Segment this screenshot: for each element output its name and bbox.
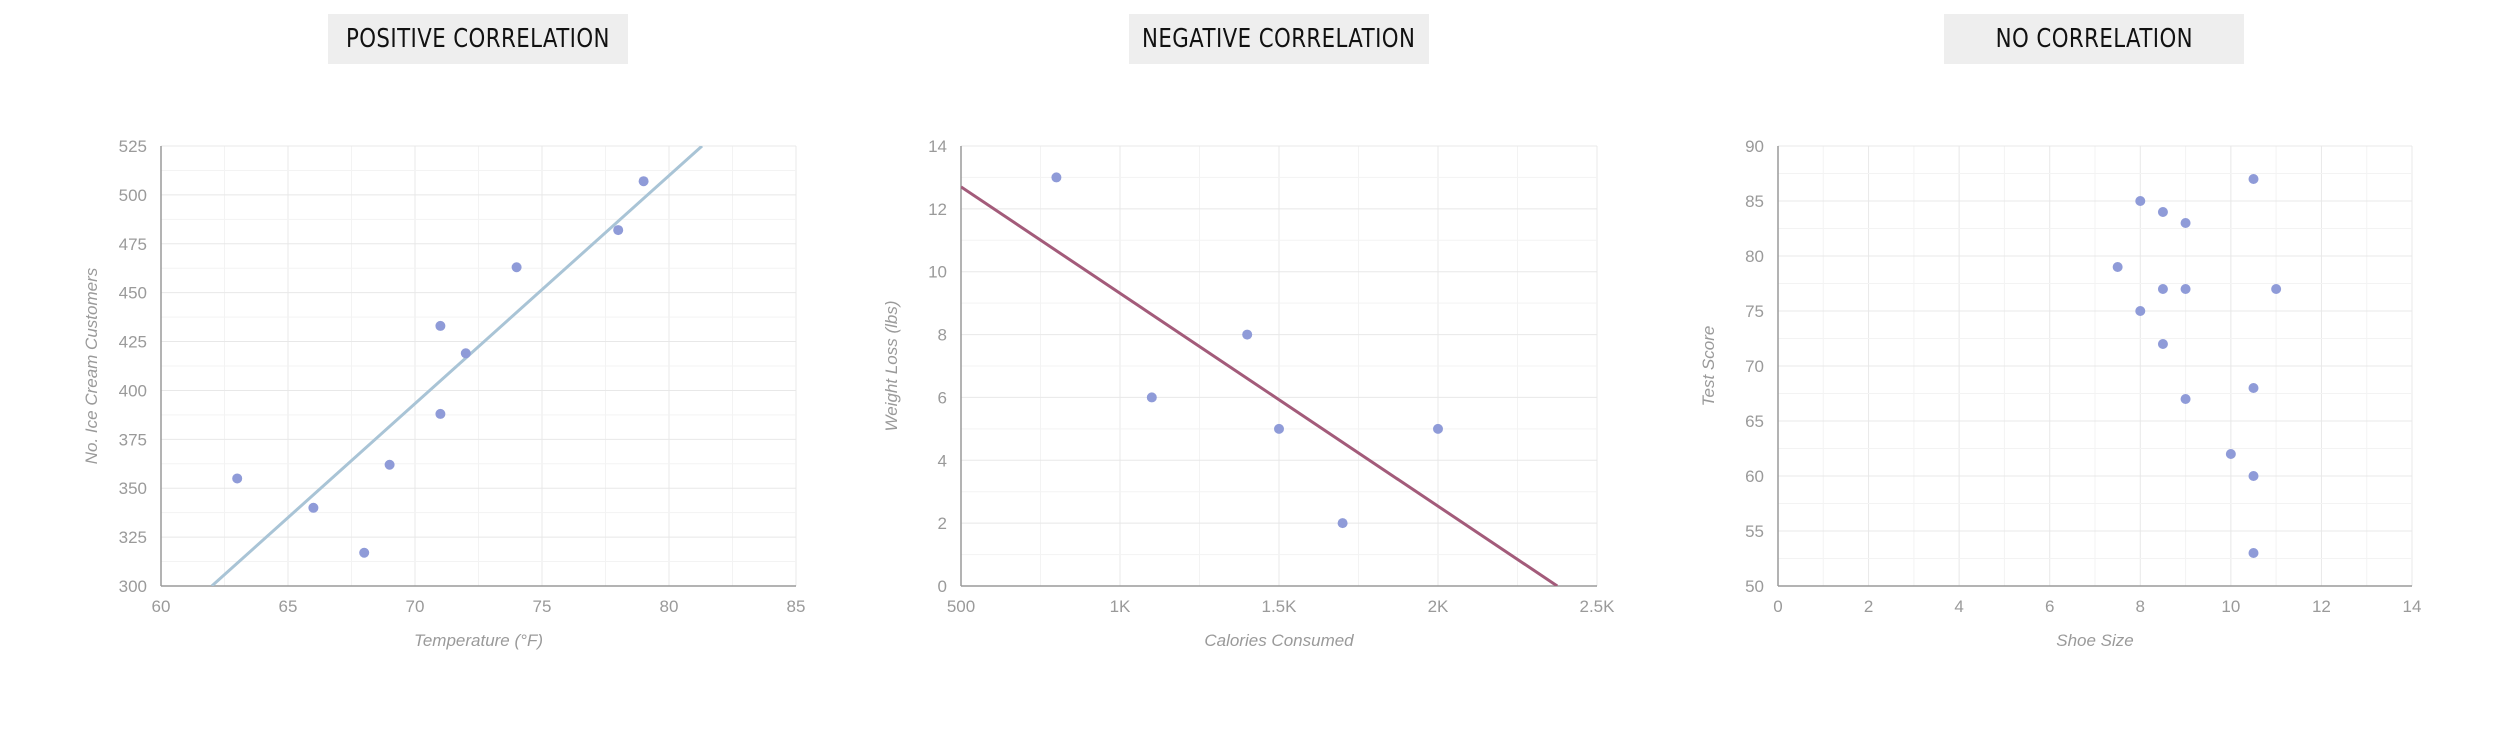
y-tick-label: 300 [119,577,147,596]
data-point [1051,172,1062,183]
data-point [2248,548,2259,558]
y-tick-label: 10 [928,263,947,282]
x-tick-label: 1K [1110,597,1131,616]
y-axis-label: Test Score [1699,326,1718,407]
y-tick-label: 85 [1745,192,1764,211]
data-point [2157,284,2168,294]
x-tick-label: 10 [2221,597,2240,616]
x-tick-label: 2K [1428,597,1449,616]
x-tick-label: 2.5K [1580,597,1616,616]
data-point [1433,423,1443,434]
data-point [2225,449,2236,459]
x-tick-label: 2 [1864,597,1873,616]
y-axis-label: Weight Loss (lbs) [882,300,901,431]
data-point [1337,518,1348,529]
chart-title-box: NEGATIVE CORRELATION [1129,14,1429,64]
chart-title-box: POSITIVE CORRELATION [328,14,628,64]
data-point [2248,471,2259,481]
y-tick-label: 0 [938,577,947,596]
data-point [435,408,446,419]
scatter-chart-positive: 60 65 70 75 80 85 300 325 350 375 400 425 450 475 500 5… [82,137,806,650]
data-point [435,320,446,331]
chart-title: NEGATIVE CORRELATION [1142,24,1416,54]
scatter-chart-none: 0 2 4 6 8 10 12 14 50 55 60 65 70 75 80 85 90 Shoe Size Te… [1699,137,2422,650]
x-tick-label: 80 [660,597,679,616]
y-tick-label: 90 [1745,137,1764,156]
y-tick-label: 2 [938,514,947,533]
data-point [2180,284,2191,294]
y-tick-label: 60 [1745,467,1764,486]
data-point [2135,306,2146,316]
data-point [2157,339,2168,349]
y-tick-label: 70 [1745,357,1764,376]
y-tick-label: 350 [119,479,147,498]
x-tick-label: 0 [1773,597,1782,616]
x-axis-label: Calories Consumed [1204,631,1354,650]
data-point [232,473,243,484]
data-point [1274,423,1284,434]
chart-panel-none: NO CORRELATION 0 2 4 6 8 10 12 14 50 55 60 65 70 75 80… [1666,0,2499,740]
x-axis-label: Shoe Size [2056,631,2134,650]
x-tick-label: 14 [2403,597,2422,616]
data-point [384,459,395,470]
chart-panel-positive: POSITIVE CORRELATION 60 65 70 75 80 85 300 325 3… [0,0,833,740]
data-point [2157,207,2168,217]
y-tick-label: 475 [119,235,147,254]
data-point [2135,196,2146,206]
data-point [613,225,624,236]
y-tick-label: 12 [928,200,947,219]
y-tick-label: 450 [119,284,147,303]
data-point [638,176,649,187]
x-tick-label: 60 [152,597,171,616]
y-tick-label: 4 [938,451,947,470]
chart-title: POSITIVE CORRELATION [346,24,610,54]
x-tick-label: 1.5K [1262,597,1298,616]
y-tick-label: 425 [119,333,147,352]
x-tick-label: 4 [1954,597,1963,616]
data-point [2112,262,2123,272]
x-tick-label: 70 [406,597,425,616]
x-tick-label: 500 [947,597,975,616]
y-tick-label: 50 [1745,577,1764,596]
trendline [961,185,1559,586]
x-tick-label: 85 [787,597,806,616]
y-tick-label: 375 [119,430,147,449]
y-axis-label: No. Ice Cream Customers [82,267,101,464]
y-tick-label: 14 [928,137,947,156]
y-tick-label: 65 [1745,412,1764,431]
x-tick-label: 12 [2312,597,2331,616]
y-tick-label: 525 [119,137,147,156]
y-tick-label: 55 [1745,522,1764,541]
data-point [2248,383,2259,393]
data-point [2180,394,2191,404]
y-tick-label: 6 [938,388,947,407]
y-tick-label: 325 [119,528,147,547]
data-point [511,262,522,273]
y-tick-label: 500 [119,186,147,205]
x-tick-label: 8 [2136,597,2145,616]
data-point [308,502,319,513]
data-point [2271,284,2282,294]
chart-title: NO CORRELATION [1995,24,2193,54]
trendline [210,146,704,586]
data-point [359,547,370,558]
data-point [460,348,471,359]
y-tick-label: 80 [1745,247,1764,266]
y-tick-label: 8 [938,326,947,345]
x-axis-label: Temperature (°F) [414,631,543,650]
data-point [2248,174,2259,184]
x-tick-label: 65 [279,597,298,616]
chart-title-box: NO CORRELATION [1944,14,2244,64]
x-tick-label: 75 [533,597,552,616]
data-point [2180,218,2191,228]
scatter-chart-negative: 500 1K 1.5K 2K 2.5K 0 2 4 6 8 10 12 14 Calories Consu… [882,137,1616,650]
data-point [1242,329,1253,340]
y-tick-label: 400 [119,381,147,400]
x-tick-label: 6 [2045,597,2054,616]
data-point [1146,392,1157,403]
chart-panel-negative: NEGATIVE CORRELATION 500 1K 1.5K 2K 2.5K 0 2 4 6… [833,0,1666,740]
y-tick-label: 75 [1745,302,1764,321]
